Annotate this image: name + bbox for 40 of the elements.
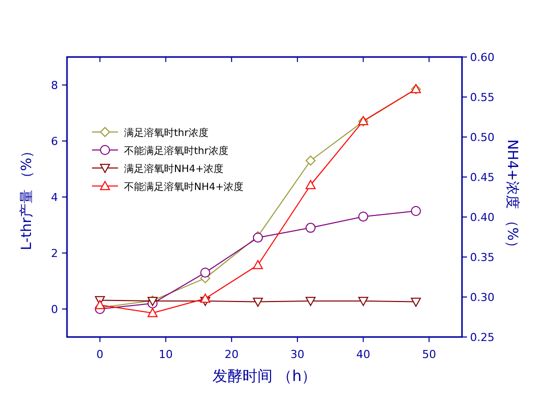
y2-tick-label: 0.40 <box>470 211 494 224</box>
point <box>200 294 210 303</box>
point <box>252 260 263 270</box>
point <box>358 296 368 306</box>
x-tick-label: 20 <box>224 348 239 361</box>
x-tick-label: 10 <box>158 348 173 361</box>
legend-label: 满足溶氧时thr浓度 <box>124 127 208 139</box>
y2-tick-label: 0.30 <box>470 291 494 304</box>
x-tick-label: 40 <box>356 348 370 361</box>
point <box>306 156 316 166</box>
point <box>252 298 263 307</box>
legend-label: 不能满足溶氧时NH4+浓度 <box>124 181 244 193</box>
point <box>148 308 158 318</box>
y2-tick-label: 0.35 <box>470 251 494 264</box>
x-tick-label: 0 <box>96 348 104 361</box>
y2-tick-label: 0.50 <box>470 131 494 144</box>
y2-tick-label: 0.55 <box>470 91 494 104</box>
y-tick-label: 6 <box>51 135 58 148</box>
y-tick-label: 2 <box>51 247 58 260</box>
x-tick-label: 50 <box>422 348 436 361</box>
y-tick-label: 8 <box>51 79 58 92</box>
point <box>410 206 421 216</box>
point <box>410 298 421 307</box>
point <box>306 222 316 233</box>
y-tick-label: 4 <box>51 191 58 204</box>
y2-axis-title: NH4+浓度 （%） <box>504 139 520 255</box>
y-axis-title: L-thr产量 （%） <box>19 144 35 250</box>
point <box>94 300 105 310</box>
legend-label: 不能满足溶氧时thr浓度 <box>124 145 228 157</box>
y2-tick-label: 0.25 <box>470 331 494 344</box>
y2-tick-label: 0.45 <box>470 171 494 184</box>
x-axis-title: 发酵时间 （h） <box>212 367 317 385</box>
point <box>306 296 316 306</box>
legend-label: 满足溶氧时NH4+浓度 <box>124 163 224 175</box>
y2-tick-label: 0.60 <box>470 51 494 64</box>
point <box>306 180 316 190</box>
x-tick-label: 30 <box>290 348 304 361</box>
point <box>200 268 210 278</box>
point <box>358 212 368 222</box>
y-tick-label: 0 <box>51 303 58 316</box>
